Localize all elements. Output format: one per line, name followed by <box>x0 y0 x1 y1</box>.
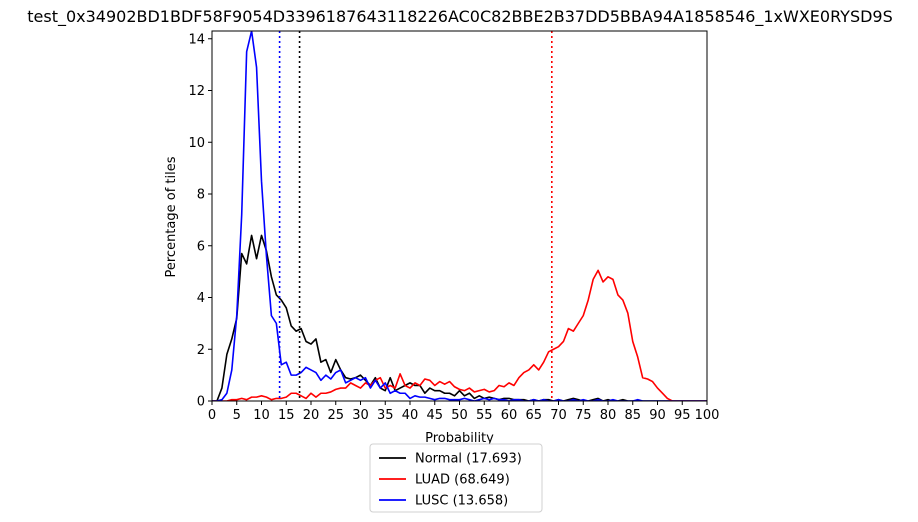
y-tick-label: 4 <box>197 291 205 306</box>
series-line-1 <box>212 269 707 401</box>
x-tick-label: 70 <box>550 408 567 423</box>
x-axis-label: Probability <box>425 431 494 446</box>
y-tick-label: 0 <box>197 395 205 410</box>
x-tick-label: 90 <box>649 408 666 423</box>
x-tick-label: 80 <box>600 408 617 423</box>
x-tick-label: 30 <box>352 408 369 423</box>
legend-entry: LUAD (68.649) <box>415 473 510 488</box>
x-tick-label: 10 <box>253 408 270 423</box>
x-tick-label: 40 <box>402 408 419 423</box>
series-line-2 <box>212 31 707 401</box>
x-tick-label: 15 <box>278 408 295 423</box>
y-tick-label: 8 <box>197 188 205 203</box>
x-tick-label: 50 <box>451 408 468 423</box>
x-tick-label: 65 <box>525 408 542 423</box>
series-line-0 <box>212 234 707 401</box>
x-tick-label: 55 <box>476 408 493 423</box>
legend-box <box>369 443 543 513</box>
x-tick-label: 45 <box>426 408 443 423</box>
x-tick-label: 85 <box>624 408 641 423</box>
x-tick-label: 0 <box>208 408 216 423</box>
y-axis: 0 2 4 6 8 10 12 14 <box>188 32 212 410</box>
x-tick-label: 20 <box>303 408 320 423</box>
x-tick-label: 100 <box>695 408 720 423</box>
y-tick-label: 6 <box>197 239 205 254</box>
x-tick-label: 25 <box>327 408 344 423</box>
y-tick-label: 14 <box>188 32 205 47</box>
x-tick-label: 75 <box>575 408 592 423</box>
y-tick-label: 12 <box>188 84 205 99</box>
y-axis-label: Percentage of tiles <box>164 156 179 277</box>
y-tick-label: 2 <box>197 343 205 358</box>
plot-area <box>211 30 708 402</box>
chart-title: test_0x34902BD1BDF58F9054D33961876431182… <box>27 7 893 27</box>
x-tick-label: 60 <box>501 408 518 423</box>
legend-entry: Normal (17.693) <box>415 452 522 467</box>
x-tick-label: 35 <box>377 408 394 423</box>
legend-entry: LUSC (13.658) <box>415 494 508 509</box>
x-axis: 0 5 10 15 20 25 30 35 40 45 50 55 60 65 70 75 80 85 90 95 10… <box>208 401 720 423</box>
plot-frame <box>211 30 708 402</box>
y-tick-label: 10 <box>188 136 205 151</box>
x-tick-label: 5 <box>233 408 241 423</box>
legend: Normal (17.693) LUAD (68.649) LUSC (13.658… <box>369 443 543 513</box>
x-tick-label: 95 <box>674 408 691 423</box>
